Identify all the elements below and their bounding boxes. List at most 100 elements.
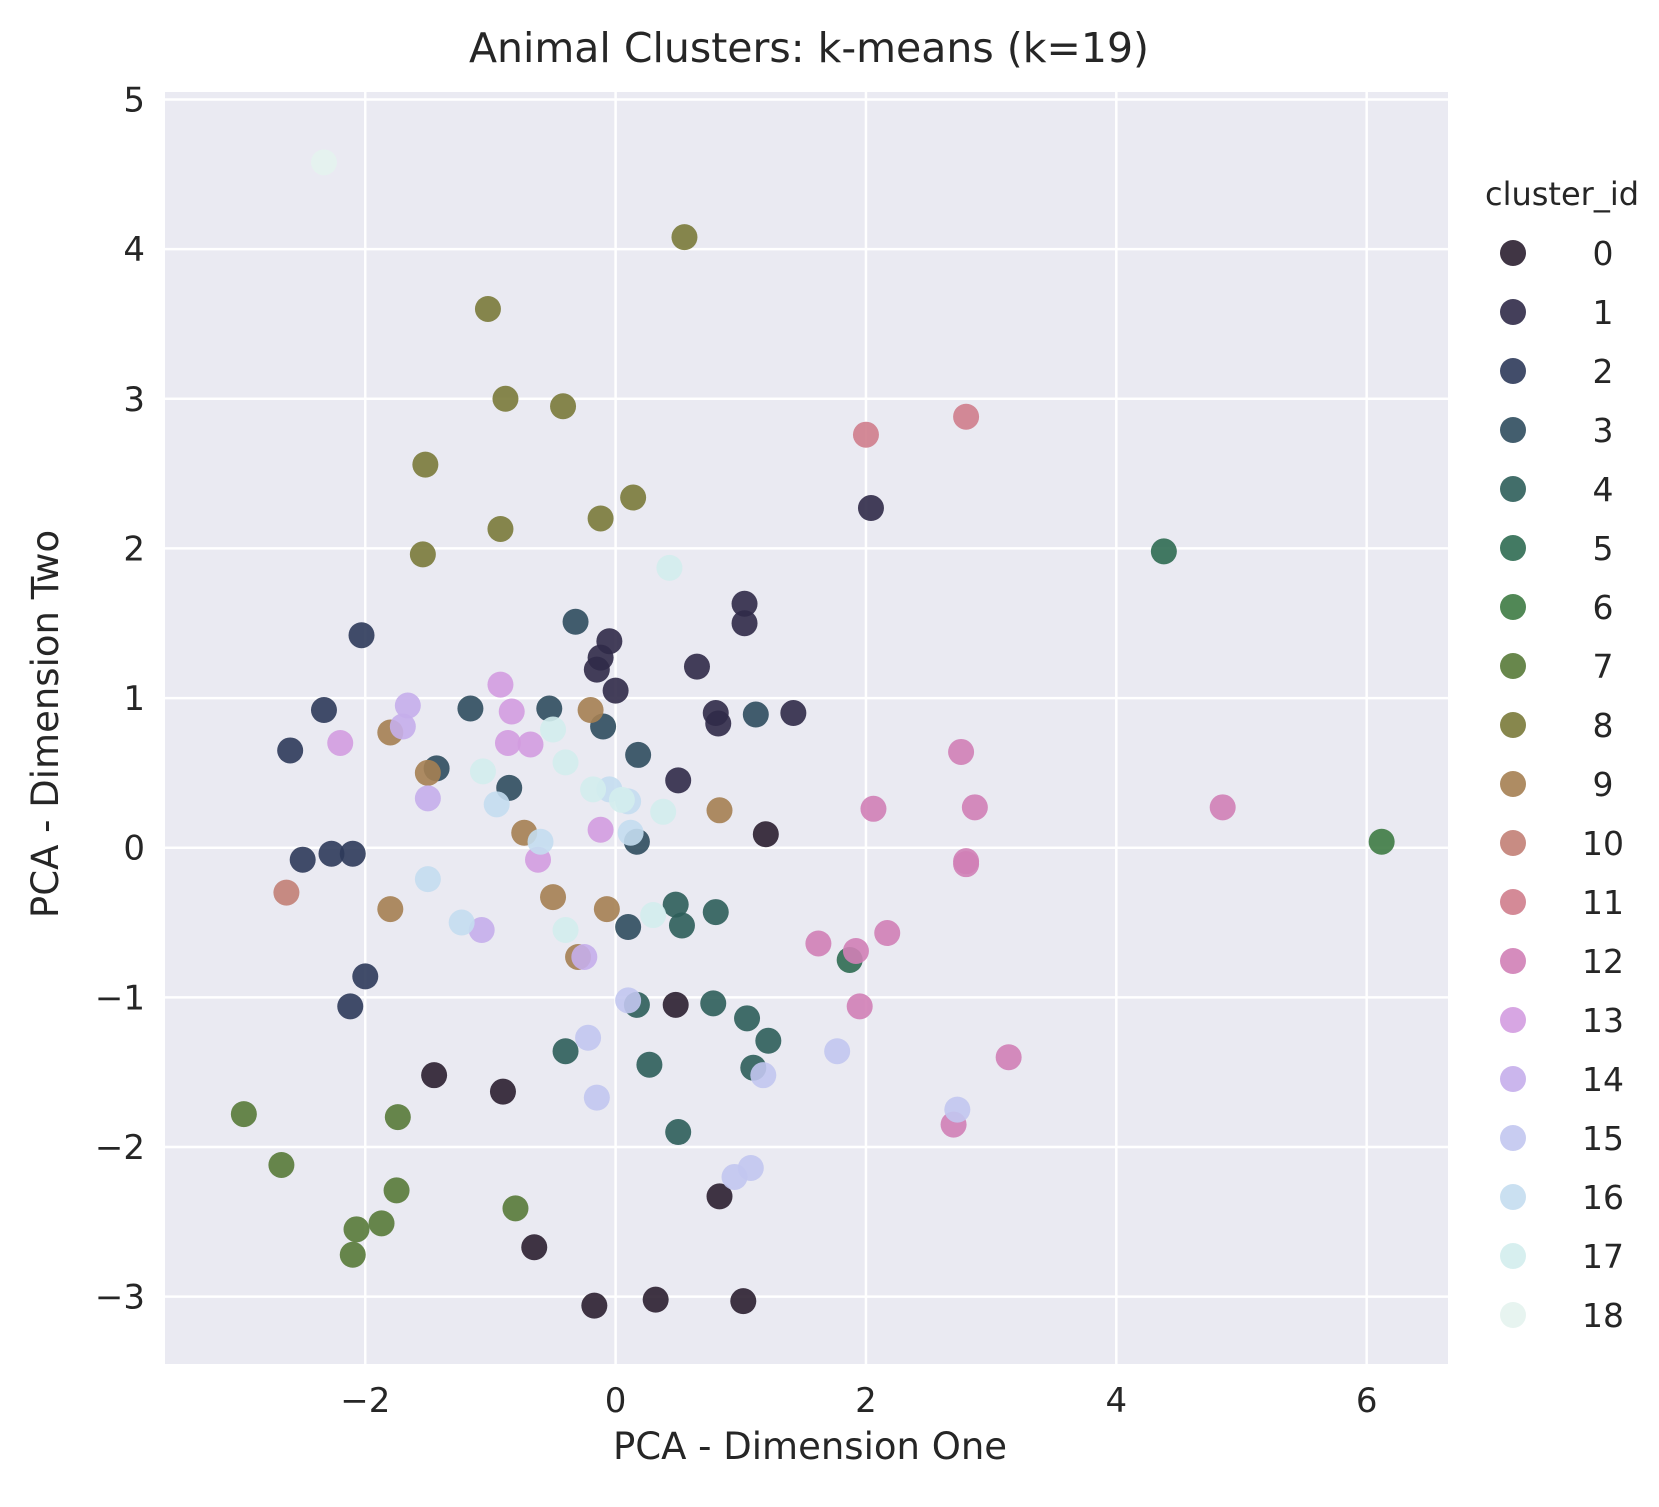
legend-marker bbox=[1500, 417, 1526, 443]
data-point bbox=[752, 821, 779, 848]
legend-marker bbox=[1500, 1184, 1526, 1210]
data-point bbox=[498, 698, 525, 725]
data-point bbox=[953, 403, 980, 430]
data-points bbox=[230, 149, 1395, 1319]
y-tick-label: 1 bbox=[123, 679, 145, 719]
data-point bbox=[494, 729, 521, 756]
legend-marker bbox=[1500, 535, 1526, 561]
x-axis-label: PCA - Dimension One bbox=[613, 1425, 1007, 1468]
data-point bbox=[571, 943, 598, 970]
legend-label: 2 bbox=[1593, 352, 1614, 391]
data-point bbox=[665, 767, 692, 794]
data-point bbox=[995, 1044, 1022, 1071]
legend-label: 7 bbox=[1593, 647, 1614, 686]
data-point bbox=[277, 737, 304, 764]
data-point bbox=[780, 700, 807, 727]
legend-label: 16 bbox=[1582, 1178, 1624, 1217]
data-point bbox=[852, 421, 879, 448]
data-point bbox=[414, 866, 441, 893]
y-tick-label: 2 bbox=[123, 529, 145, 569]
data-point bbox=[487, 515, 514, 542]
data-point bbox=[730, 1288, 757, 1315]
legend-label: 5 bbox=[1593, 529, 1614, 568]
data-point bbox=[731, 590, 758, 617]
legend-label: 18 bbox=[1582, 1296, 1624, 1335]
data-point bbox=[615, 914, 642, 941]
data-point bbox=[705, 710, 732, 737]
data-point bbox=[521, 1234, 548, 1261]
legend-marker bbox=[1500, 889, 1526, 915]
data-point bbox=[860, 795, 887, 822]
data-point bbox=[944, 1096, 971, 1123]
data-point bbox=[602, 677, 629, 704]
data-point bbox=[874, 920, 901, 947]
data-point bbox=[742, 701, 769, 728]
data-point bbox=[383, 1177, 410, 1204]
data-point bbox=[310, 697, 337, 724]
legend-label: 11 bbox=[1582, 883, 1624, 922]
data-point bbox=[615, 987, 642, 1014]
data-point bbox=[575, 1024, 602, 1051]
data-point bbox=[394, 692, 421, 719]
data-point bbox=[1209, 794, 1236, 821]
legend-label: 9 bbox=[1593, 765, 1614, 804]
data-point bbox=[339, 840, 366, 867]
data-point bbox=[457, 695, 484, 722]
data-point bbox=[948, 738, 975, 765]
x-tick-label: 4 bbox=[1105, 1381, 1127, 1421]
y-tick-label: 0 bbox=[123, 829, 145, 869]
data-point bbox=[702, 899, 729, 926]
data-point bbox=[268, 1151, 295, 1178]
data-point bbox=[474, 295, 501, 322]
data-point bbox=[580, 776, 607, 803]
data-point bbox=[1368, 828, 1395, 855]
x-tick-label: 6 bbox=[1356, 1381, 1378, 1421]
data-point bbox=[318, 840, 345, 867]
data-point bbox=[337, 993, 364, 1020]
data-point bbox=[552, 917, 579, 944]
y-axis-label: PCA - Dimension Two bbox=[24, 530, 67, 918]
y-tick-label: −3 bbox=[95, 1278, 145, 1318]
legend-label: 4 bbox=[1593, 470, 1614, 509]
data-point bbox=[857, 495, 884, 522]
data-point bbox=[448, 909, 475, 936]
data-point bbox=[671, 224, 698, 251]
legend-marker bbox=[1500, 299, 1526, 325]
data-point bbox=[343, 1216, 370, 1243]
data-point bbox=[683, 653, 710, 680]
data-point bbox=[409, 541, 436, 568]
data-point bbox=[731, 610, 758, 637]
legend-marker bbox=[1500, 1066, 1526, 1092]
y-tick-label: 3 bbox=[123, 380, 145, 420]
data-point bbox=[310, 149, 337, 176]
data-point bbox=[552, 1038, 579, 1065]
legend-label: 17 bbox=[1582, 1237, 1624, 1276]
data-point bbox=[489, 1078, 516, 1105]
data-point bbox=[552, 749, 579, 776]
data-point bbox=[608, 786, 635, 813]
legend-label: 3 bbox=[1593, 411, 1614, 450]
legend-title: cluster_id bbox=[1485, 175, 1639, 213]
legend-marker bbox=[1500, 712, 1526, 738]
legend-label: 14 bbox=[1582, 1060, 1624, 1099]
legend-label: 1 bbox=[1593, 293, 1614, 332]
data-point bbox=[805, 930, 832, 957]
data-point bbox=[469, 758, 496, 785]
data-point bbox=[668, 912, 695, 939]
data-point bbox=[339, 1241, 366, 1268]
legend-label: 0 bbox=[1593, 234, 1614, 273]
legend-marker bbox=[1500, 594, 1526, 620]
plot-background bbox=[165, 92, 1448, 1364]
data-point bbox=[527, 828, 554, 855]
legend-marker bbox=[1500, 830, 1526, 856]
legend-marker bbox=[1500, 948, 1526, 974]
data-point bbox=[846, 993, 873, 1020]
data-point bbox=[327, 729, 354, 756]
data-point bbox=[583, 1084, 610, 1111]
data-point bbox=[617, 819, 644, 846]
data-point bbox=[642, 1286, 669, 1313]
data-point bbox=[414, 785, 441, 812]
